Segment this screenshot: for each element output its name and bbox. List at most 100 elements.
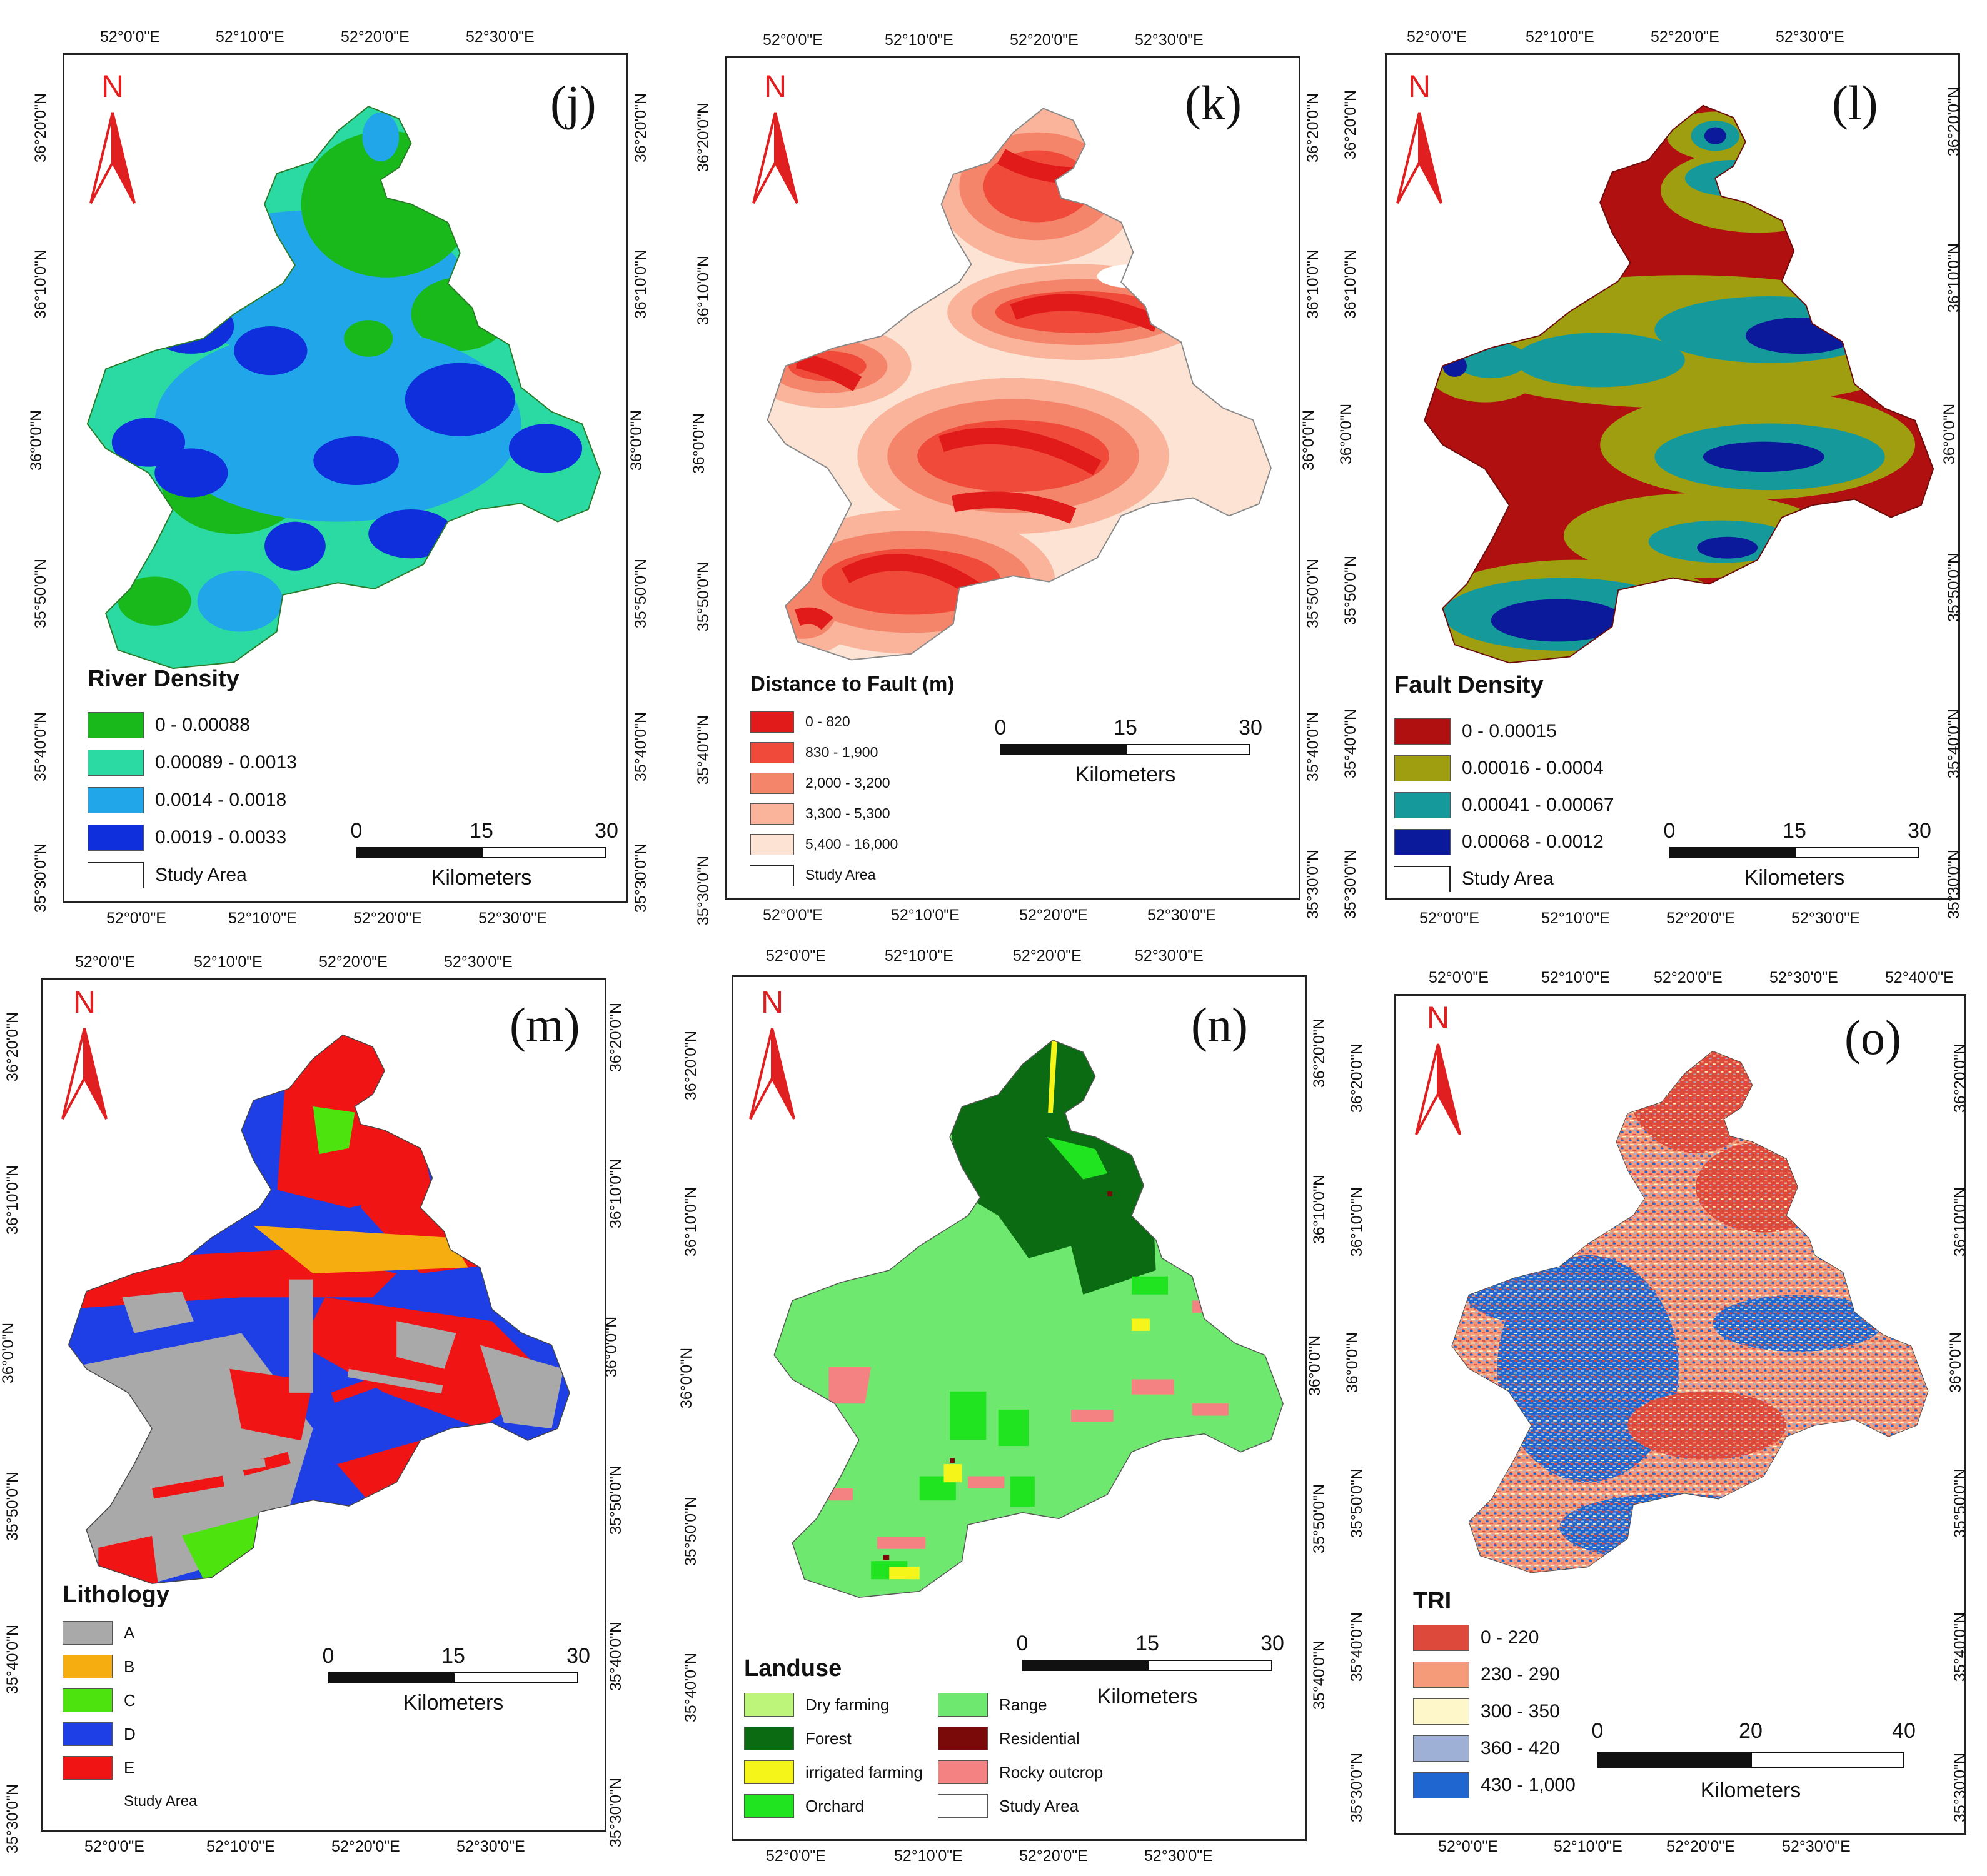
lon-label: 52°30'0"E	[1135, 947, 1204, 965]
legend-item-study-area: Study Area	[88, 856, 297, 894]
lat-label: 36°10'0"N	[1945, 243, 1963, 313]
legend-swatch	[744, 1794, 794, 1818]
lon-label: 52°0'0"E	[1438, 1838, 1498, 1855]
lon-label: 52°0'0"E	[84, 1838, 144, 1855]
lon-label: 52°10'0"E	[885, 31, 953, 49]
legend: 0 - 0.00088 0.00089 - 0.0013 0.0014 - 0.…	[88, 706, 297, 894]
panel-label: (m)	[510, 998, 580, 1052]
lat-label: 35°50'0"N	[632, 558, 650, 629]
lon-label: 52°20'0"E	[1019, 906, 1088, 924]
legend-item: 360 - 420	[1413, 1730, 1576, 1767]
legend-swatch	[63, 1756, 113, 1780]
lon-label: 52°20'0"E	[353, 910, 422, 927]
lat-label: 36°20'0"N	[1348, 1043, 1366, 1113]
legend-item: Rocky outcrop	[938, 1755, 1103, 1789]
legend-item: 0.00041 - 0.00067	[1394, 786, 1614, 823]
lat-label: 36°10'0"N	[1304, 249, 1322, 319]
legend-item: 5,400 - 16,000	[750, 829, 898, 860]
panel-label: (j)	[550, 76, 596, 130]
legend-swatch	[938, 1794, 988, 1818]
lat-label: 35°30'0"N	[1342, 849, 1360, 920]
legend-item: E	[63, 1751, 197, 1785]
lat-label: 35°40'0"N	[1348, 1612, 1366, 1682]
lon-label: 52°20'0"E	[1666, 1838, 1735, 1855]
legend-swatch	[938, 1727, 988, 1750]
legend-item: 3,300 - 5,300	[750, 798, 898, 829]
north-arrow-icon: N	[752, 69, 798, 204]
lon-label: 52°10'0"E	[1526, 28, 1594, 46]
scale-bar: 0 15 30 Kilometers	[1663, 819, 1931, 890]
panel-label: (o)	[1844, 1010, 1901, 1065]
lat-label: 35°50'0"N	[32, 558, 50, 629]
legend-swatch	[744, 1727, 794, 1750]
legend-swatch	[750, 772, 794, 794]
lat-label: 36°0'0"N	[1947, 1332, 1965, 1393]
legend-item: Dry farming	[744, 1688, 923, 1722]
north-letter: N	[761, 985, 783, 1020]
legend-title: TRI	[1413, 1588, 1452, 1614]
lat-label: 35°50'0"N	[682, 1496, 700, 1567]
north-letter: N	[101, 69, 124, 104]
legend-item: D	[63, 1717, 197, 1751]
scale-bar: 0 15 30 Kilometers	[350, 819, 618, 890]
tri-map	[1451, 1050, 1929, 1573]
panel-n: N (n) 52°0'0"E 52°10'0"E 52°20'0"E 52°30…	[663, 938, 1328, 1876]
legend: A B C D E Study Area	[63, 1616, 197, 1818]
lat-label: 35°40'0"N	[682, 1652, 700, 1723]
legend: 0 - 820 830 - 1,900 2,000 - 3,200 3,300 …	[750, 706, 898, 890]
legend-swatch	[1413, 1698, 1469, 1725]
distance-to-fault-map	[767, 108, 1272, 661]
lat-label: 36°0'0"N	[1344, 1332, 1362, 1393]
north-arrow-icon: N	[1396, 69, 1442, 204]
legend-title: Lithology	[63, 1582, 169, 1608]
legend-item: Range	[938, 1688, 1103, 1722]
lon-label: 52°0'0"E	[766, 1847, 826, 1865]
lon-label: 52°10'0"E	[228, 910, 297, 927]
lon-label: 52°10'0"E	[1554, 1838, 1622, 1855]
legend-item-study-area: Study Area	[750, 860, 898, 890]
lat-label: 36°20'0"N	[632, 93, 650, 163]
lat-label: 36°10'0"N	[695, 255, 713, 326]
lon-label: 52°0'0"E	[1407, 28, 1467, 46]
legend-item: B	[63, 1650, 197, 1683]
lon-label: 52°10'0"E	[1541, 910, 1610, 927]
lon-label: 52°20'0"E	[1010, 31, 1079, 49]
north-letter: N	[764, 69, 787, 104]
lon-label: 52°30'0"E	[1791, 910, 1860, 927]
lon-label: 52°30'0"E	[466, 28, 535, 46]
legend-item: 0.0014 - 0.0018	[88, 781, 297, 819]
legend-item: 230 - 290	[1413, 1656, 1576, 1693]
legend: 0 - 220 230 - 290 300 - 350 360 - 420 43…	[1413, 1619, 1576, 1803]
lat-label: 36°0'0"N	[28, 409, 46, 471]
fault-density-map	[1424, 104, 1934, 664]
lat-label: 36°20'0"N	[1945, 86, 1963, 157]
lon-label: 52°10'0"E	[216, 28, 284, 46]
lon-label: 52°10'0"E	[891, 906, 960, 924]
legend-swatch	[938, 1693, 988, 1717]
legend-item: 830 - 1,900	[750, 737, 898, 768]
river-density-map	[86, 106, 601, 670]
legend-item: 0 - 220	[1413, 1619, 1576, 1656]
lon-label: 52°40'0"E	[1885, 969, 1954, 986]
lon-label: 52°30'0"E	[456, 1838, 525, 1855]
lat-label: 36°0'0"N	[0, 1322, 18, 1384]
legend-item: 430 - 1,000	[1413, 1767, 1576, 1803]
legend-swatch	[750, 711, 794, 733]
lat-label: 35°30'0"N	[1945, 849, 1963, 920]
lon-label: 52°10'0"E	[1541, 969, 1610, 986]
lat-label: 36°10'0"N	[32, 249, 50, 319]
north-arrow-icon: N	[1415, 1000, 1461, 1135]
lat-label: 36°10'0"N	[682, 1186, 700, 1257]
lat-label: 36°20'0"N	[682, 1030, 700, 1101]
lat-label: 36°0'0"N	[1941, 403, 1959, 465]
lat-label: 36°0'0"N	[1306, 1335, 1324, 1397]
legend-item: C	[63, 1683, 197, 1717]
panel-m: N (m) 52°0'0"E 52°10'0"E 52°20'0"E 52°30…	[0, 938, 663, 1876]
lat-label: 35°30'0"N	[4, 1783, 22, 1854]
lon-label: 52°30'0"E	[1776, 28, 1844, 46]
lat-label: 36°20'0"N	[1342, 89, 1360, 160]
lon-label: 52°0'0"E	[100, 28, 160, 46]
lon-label: 52°30'0"E	[1147, 906, 1216, 924]
lat-label: 36°10'0"N	[632, 249, 650, 319]
legend-item: irrigated farming	[744, 1755, 923, 1789]
